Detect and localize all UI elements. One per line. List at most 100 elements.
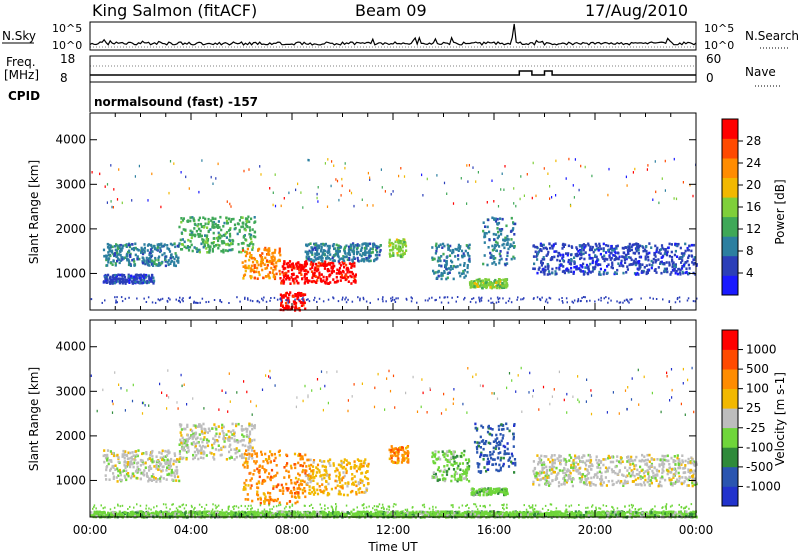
heat-cell (595, 455, 598, 458)
heat-cell (640, 459, 643, 463)
heat-cell (328, 273, 331, 277)
heat-cell (117, 460, 120, 464)
heat-cell (487, 468, 490, 471)
heat-cell (207, 217, 210, 221)
heat-cell (229, 242, 232, 245)
heat-cell (329, 464, 332, 467)
heat-cell (104, 185, 106, 188)
heat-cell (200, 242, 203, 246)
heat-cell (477, 278, 480, 282)
heat-cell (352, 242, 355, 245)
heat-cell (244, 297, 246, 300)
heat-cell (589, 257, 592, 260)
heat-cell (503, 490, 506, 493)
heat-cell (491, 428, 494, 431)
heat-cell (581, 296, 583, 299)
heat-cell (670, 243, 673, 246)
heat-cell (464, 458, 468, 462)
heat-cell (157, 468, 160, 471)
heat-cell (602, 458, 605, 461)
power-y-label: Slant Range [km] (27, 160, 41, 264)
heat-cell (478, 298, 481, 301)
heat-cell (110, 251, 114, 254)
heat-cell (452, 453, 455, 456)
heat-cell (269, 478, 272, 482)
heat-cell (676, 297, 679, 299)
heat-cell (186, 423, 189, 427)
heat-cell (228, 228, 232, 231)
heat-cell (106, 183, 109, 186)
heat-cell (127, 273, 130, 277)
heat-cell (558, 298, 560, 301)
heat-cell (583, 482, 586, 486)
heat-cell (492, 491, 495, 494)
heat-cell (621, 255, 624, 258)
heat-cell (513, 233, 516, 236)
heat-cell (575, 461, 578, 465)
heat-cell (607, 480, 610, 483)
heat-cell (151, 250, 154, 253)
heat-cell (392, 254, 395, 257)
heat-cell (320, 262, 323, 265)
heat-cell (458, 462, 461, 465)
heat-cell (162, 477, 165, 480)
heat-cell (238, 449, 241, 452)
heat-cell (457, 254, 460, 257)
heat-cell (564, 243, 567, 246)
heat-cell (266, 264, 269, 267)
nave-tick-bottom: 0 (706, 71, 714, 85)
heat-cell (166, 458, 169, 462)
heat-cell (600, 471, 603, 475)
heat-cell (374, 253, 377, 257)
heat-cell (693, 469, 696, 473)
heat-cell (183, 441, 186, 445)
heat-cell (161, 297, 164, 300)
heat-cell (489, 285, 492, 289)
heat-cell (247, 435, 250, 439)
heat-cell (456, 455, 459, 458)
heat-cell (443, 479, 446, 483)
heat-cell (134, 470, 138, 473)
heat-cell (307, 270, 310, 274)
heat-cell (646, 469, 649, 472)
heat-cell (684, 249, 687, 253)
heat-cell (249, 267, 252, 270)
heat-cell (482, 221, 485, 224)
freq-line (90, 70, 696, 76)
heat-cell (475, 445, 478, 449)
heat-cell (512, 437, 515, 441)
heat-cell (487, 278, 491, 282)
heat-cell (190, 236, 193, 240)
heat-cell (109, 276, 112, 280)
heat-cell (296, 267, 299, 270)
heat-cell (578, 188, 580, 192)
heat-cell (515, 204, 517, 208)
heat-cell (158, 243, 161, 246)
heat-cell (178, 452, 181, 456)
heat-cell (600, 296, 602, 299)
heat-cell (294, 492, 297, 495)
heat-cell (610, 247, 614, 250)
heat-cell (306, 250, 309, 254)
heat-cell (456, 467, 459, 470)
heat-cell (583, 270, 586, 274)
heat-cell (340, 477, 343, 480)
heat-cell (468, 164, 470, 167)
heat-cell (462, 469, 465, 472)
heat-cell (175, 460, 178, 463)
heat-cell (326, 277, 329, 281)
heat-cell (363, 250, 367, 254)
heat-cell (459, 475, 462, 479)
heat-cell (644, 458, 647, 462)
heat-cell (581, 265, 584, 269)
heat-cell (462, 252, 465, 255)
heat-cell (199, 222, 203, 226)
heat-cell (636, 245, 639, 249)
heat-cell (534, 245, 537, 249)
heat-cell (112, 206, 114, 209)
heat-cell (556, 254, 560, 258)
heat-cell (288, 278, 291, 281)
heat-cell (391, 296, 394, 299)
heat-cell (246, 493, 249, 496)
heat-cell (325, 257, 328, 260)
